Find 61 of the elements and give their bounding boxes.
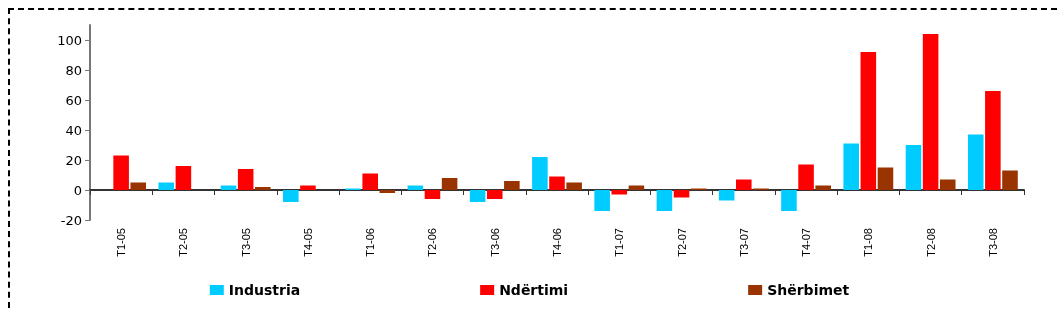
legend-label: Ndërtimi [499, 282, 569, 298]
x-tick-label: T3-07 [737, 228, 750, 257]
bar [718, 190, 735, 201]
bar [967, 134, 984, 190]
x-tick-label: T1-08 [862, 228, 875, 257]
bar [255, 187, 271, 190]
x-tick-label: T2-05 [177, 228, 190, 257]
x-tick-label: T4-06 [551, 228, 563, 257]
bar [549, 176, 565, 190]
x-tick-label: T2-08 [924, 228, 937, 257]
bar [424, 190, 441, 199]
x-tick-label: T3-05 [239, 228, 252, 257]
bar [1002, 170, 1018, 190]
bar [860, 52, 877, 190]
bar [441, 178, 458, 190]
bar [283, 190, 299, 202]
bar [611, 190, 628, 195]
y-tick-label: 0 [73, 182, 82, 198]
bar [985, 91, 1001, 190]
x-tick-label: T3-08 [986, 228, 999, 257]
bar [922, 34, 939, 190]
bar [566, 182, 582, 190]
bar [843, 143, 859, 190]
x-tick-label: T2-06 [426, 228, 439, 257]
x-tick-label: T1-05 [115, 228, 128, 257]
bar [815, 185, 831, 190]
bar [130, 182, 147, 190]
bar [504, 181, 520, 190]
bar [158, 182, 175, 190]
legend-label: Shërbimet [767, 282, 850, 298]
x-tick-label: T1-06 [364, 228, 377, 257]
x-tick-label: T4-07 [800, 228, 813, 257]
bar [532, 157, 548, 190]
x-tick-label: T3-06 [488, 228, 501, 257]
bar [877, 167, 894, 190]
bar [905, 145, 922, 190]
y-tick-label: 60 [65, 92, 82, 108]
y-tick-label: 100 [57, 32, 82, 48]
bar [300, 185, 316, 190]
y-tick-label: 40 [65, 122, 82, 138]
bar [673, 190, 690, 198]
bar [469, 190, 486, 202]
y-tick-label: 20 [65, 152, 82, 168]
bar [175, 166, 192, 190]
y-tick-label: 80 [65, 62, 82, 78]
bar [736, 179, 752, 190]
bar [939, 179, 956, 190]
bar [486, 190, 503, 199]
x-tick-label: T2-07 [675, 228, 688, 257]
y-tick-label: -20 [60, 212, 82, 228]
x-tick-label: T1-07 [613, 228, 626, 257]
bar [656, 190, 673, 211]
bar [781, 190, 797, 211]
bar [237, 169, 254, 190]
bar [798, 164, 814, 190]
bar [379, 190, 396, 193]
legend-label: Industria [228, 282, 301, 298]
bar [594, 190, 610, 211]
x-tick-label: T4-05 [301, 228, 314, 257]
bar [113, 155, 129, 190]
bar [362, 173, 378, 190]
